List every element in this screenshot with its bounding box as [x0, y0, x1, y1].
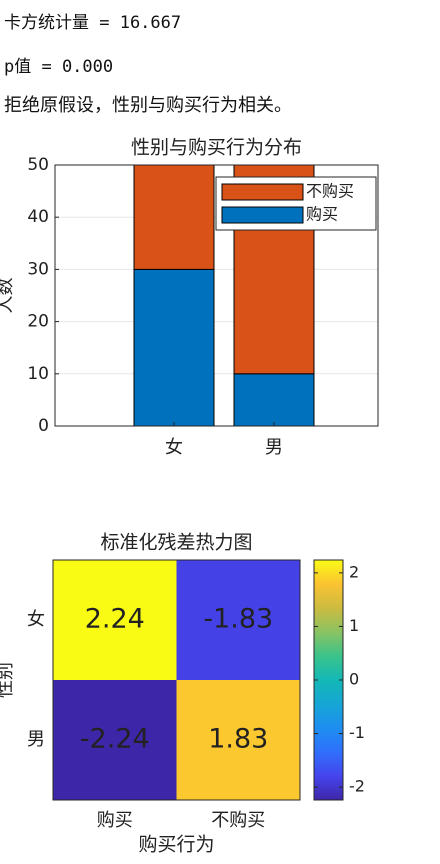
y-tick-label: 0 [38, 416, 49, 436]
bar-segment [133, 268, 215, 427]
colorbar [313, 559, 344, 801]
colorbar-tick-label: -2 [349, 777, 365, 796]
legend-swatch [221, 206, 304, 224]
legend-swatch [221, 183, 304, 201]
chart-title: 标准化残差热力图 [100, 532, 252, 554]
x-tick-label: 不购买 [211, 810, 265, 831]
y-axis-label: 性别 [0, 662, 16, 698]
y-tick-label: 女 [27, 609, 45, 630]
x-tick-label: 购买 [97, 810, 133, 831]
chart-title: 性别与购买行为分布 [131, 137, 302, 159]
x-tick-label: 男 [265, 437, 283, 458]
colorbar-tick-label: 0 [349, 670, 359, 689]
heatmap-cell [53, 680, 177, 800]
colorbar-tick-label: 1 [349, 616, 359, 635]
output-line: p值 = 0.000 [4, 57, 114, 77]
y-tick-label: 男 [27, 729, 45, 750]
legend-label: 购买 [306, 205, 338, 224]
cell-label: 2.24 [85, 604, 145, 635]
y-tick-label: 30 [27, 259, 49, 279]
axes-box [52, 559, 301, 801]
x-tick-label: 女 [165, 437, 183, 458]
y-tick-label: 20 [27, 312, 49, 332]
cell-label: 1.83 [208, 724, 268, 755]
cell-label: -1.83 [203, 604, 273, 635]
heatmap-cell [176, 680, 300, 800]
axes-box [54, 164, 379, 427]
heatmap-cell [53, 560, 177, 680]
output-line: 卡方统计量 = 16.667 [4, 13, 182, 33]
x-axis-label: 购买行为 [138, 834, 214, 856]
y-tick-label: 50 [27, 155, 49, 175]
heatmap-cell [176, 560, 300, 680]
y-axis-label: 人数 [0, 278, 16, 314]
output-line: 拒绝原假设，性别与购买行为相关。 [4, 95, 292, 116]
colorbar-tick-label: 2 [349, 562, 359, 581]
y-tick-label: 40 [27, 207, 49, 227]
bar-segment [233, 373, 315, 427]
y-tick-label: 10 [27, 364, 49, 384]
bar-segment [133, 164, 215, 270]
cell-label: -2.24 [80, 724, 150, 755]
legend-label: 不购买 [306, 182, 354, 201]
colorbar-tick-label: -1 [349, 723, 365, 742]
